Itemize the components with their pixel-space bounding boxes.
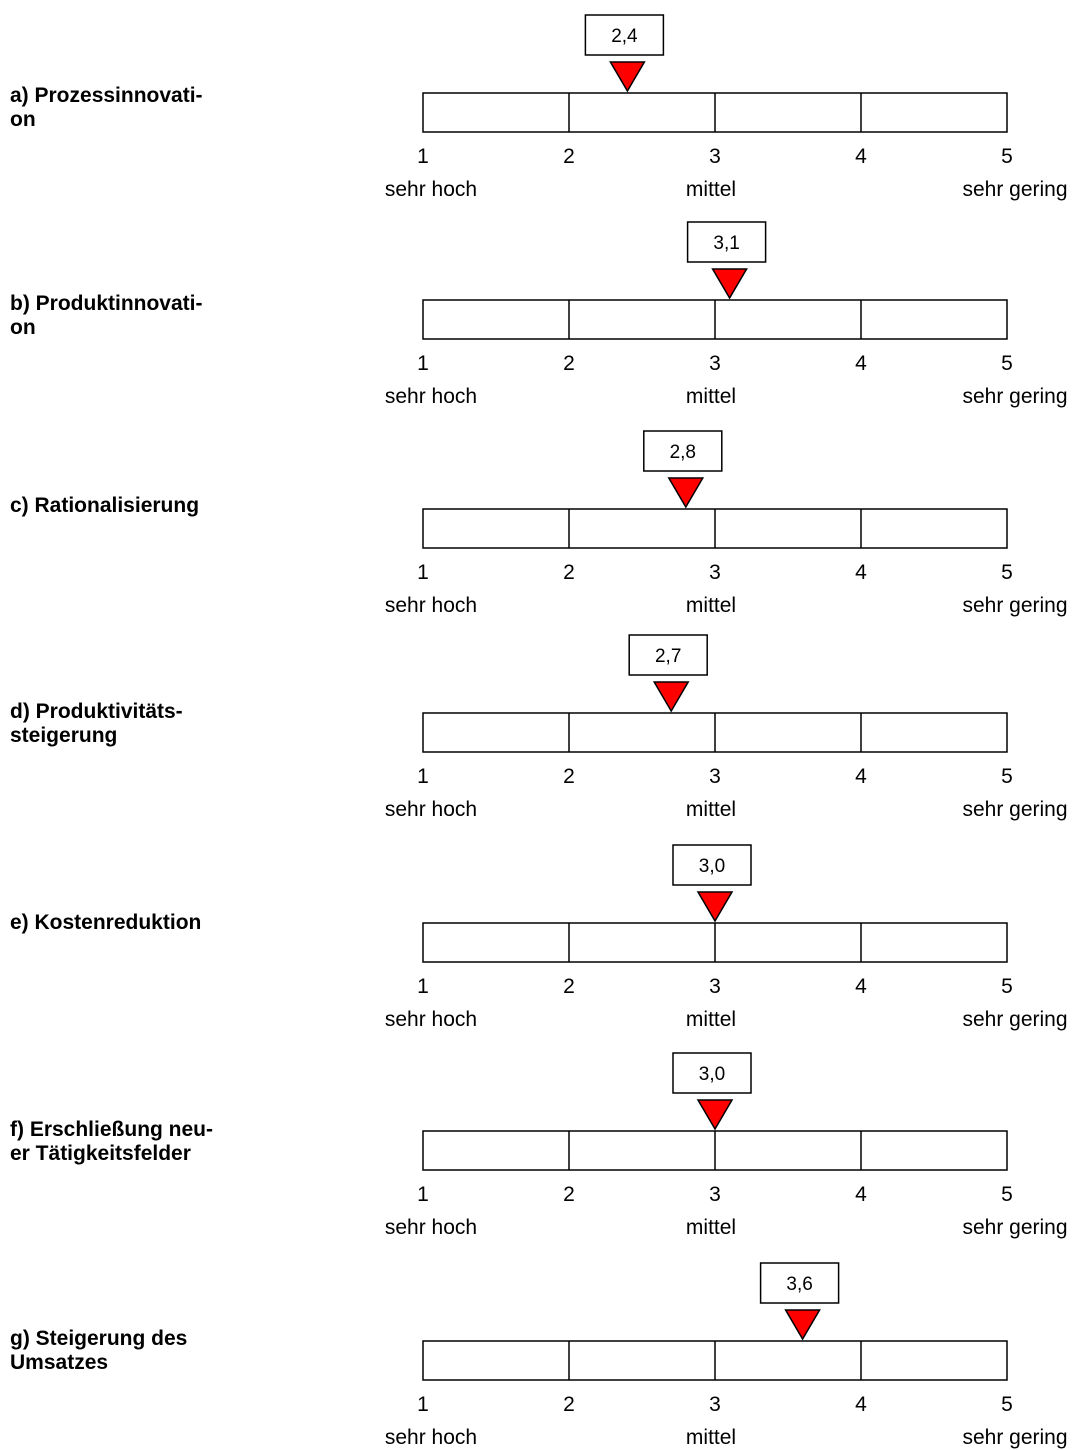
value-label-a: 2,4 xyxy=(611,26,638,47)
value-box-e xyxy=(672,844,752,886)
tick-label: 2 xyxy=(563,1183,575,1206)
tick-label: 1 xyxy=(417,975,429,998)
tick-label: 5 xyxy=(1001,1393,1013,1416)
value-label-c: 2,8 xyxy=(670,442,696,463)
anchor-label: sehr gering xyxy=(962,798,1067,821)
tick-label: 1 xyxy=(417,561,429,584)
anchor-label: sehr hoch xyxy=(385,594,477,617)
anchor-label: mittel xyxy=(686,1426,736,1449)
anchor-label: sehr hoch xyxy=(385,1008,477,1031)
tick-label: 2 xyxy=(563,561,575,584)
tick-label: 2 xyxy=(563,765,575,788)
value-marker-f xyxy=(696,1099,734,1131)
item-label-d: d) Produktivitäts- steigerung xyxy=(10,700,183,747)
anchor-label: mittel xyxy=(686,385,736,408)
anchor-label: mittel xyxy=(686,798,736,821)
tick-label: 4 xyxy=(855,1183,867,1206)
tick-label: 4 xyxy=(855,975,867,998)
tick-label: 4 xyxy=(855,352,867,375)
tick-label: 2 xyxy=(563,1393,575,1416)
value-marker-a xyxy=(609,61,646,93)
tick-label: 3 xyxy=(709,1183,721,1206)
item-label-f: f) Erschließung neu- er Tätigkeitsfelder xyxy=(10,1118,214,1165)
anchor-label: mittel xyxy=(686,1216,736,1239)
tick-label: 1 xyxy=(417,1393,429,1416)
anchor-label: sehr hoch xyxy=(385,178,477,201)
tick-label: 2 xyxy=(563,975,575,998)
value-marker-e xyxy=(696,891,734,923)
tick-label: 4 xyxy=(855,1393,867,1416)
tick-label: 1 xyxy=(417,1183,429,1206)
value-label-d: 2,7 xyxy=(655,646,681,667)
tick-label: 4 xyxy=(855,145,867,168)
tick-label: 5 xyxy=(1001,975,1013,998)
tick-label: 5 xyxy=(1001,1183,1013,1206)
item-label-c: c) Rationalisierung xyxy=(10,494,200,517)
value-box-d xyxy=(628,634,708,676)
tick-label: 5 xyxy=(1001,561,1013,584)
tick-label: 5 xyxy=(1001,352,1013,375)
item-label-g: g) Steigerung des Umsatzes xyxy=(10,1327,188,1374)
anchor-label: sehr gering xyxy=(962,178,1067,201)
tick-label: 3 xyxy=(709,352,721,375)
tick-label: 1 xyxy=(417,145,429,168)
tick-label: 5 xyxy=(1001,145,1013,168)
tick-label: 1 xyxy=(417,352,429,375)
anchor-label: sehr gering xyxy=(962,1426,1067,1449)
value-marker-g xyxy=(784,1309,821,1341)
value-box-c xyxy=(643,430,723,472)
anchor-label: mittel xyxy=(686,594,736,617)
anchor-label: sehr gering xyxy=(962,385,1067,408)
tick-label: 3 xyxy=(709,561,721,584)
anchor-label: sehr hoch xyxy=(385,1216,477,1239)
anchor-label: sehr hoch xyxy=(385,798,477,821)
tick-label: 4 xyxy=(855,765,867,788)
value-box-g xyxy=(759,1262,840,1304)
value-marker-b xyxy=(711,268,748,300)
anchor-label: sehr gering xyxy=(962,1216,1067,1239)
value-marker-d xyxy=(652,681,690,713)
anchor-label: sehr hoch xyxy=(385,385,477,408)
tick-label: 3 xyxy=(709,765,721,788)
anchor-label: mittel xyxy=(686,1008,736,1031)
value-box-b xyxy=(686,221,767,263)
value-box-f xyxy=(672,1052,752,1094)
tick-label: 1 xyxy=(417,765,429,788)
tick-label: 2 xyxy=(563,145,575,168)
anchor-label: sehr hoch xyxy=(385,1426,477,1449)
item-label-b: b) Produktinnovati- on xyxy=(10,292,203,339)
tick-label: 3 xyxy=(709,145,721,168)
anchor-label: sehr gering xyxy=(962,594,1067,617)
value-label-b: 3,1 xyxy=(713,233,739,254)
value-label-e: 3,0 xyxy=(699,856,725,877)
tick-label: 3 xyxy=(709,975,721,998)
tick-label: 3 xyxy=(709,1393,721,1416)
value-label-f: 3,0 xyxy=(699,1064,725,1085)
item-label-e: e) Kostenreduktion xyxy=(10,911,202,934)
tick-label: 4 xyxy=(855,561,867,584)
value-marker-c xyxy=(667,477,705,509)
tick-label: 2 xyxy=(563,352,575,375)
anchor-label: sehr gering xyxy=(962,1008,1067,1031)
anchor-label: mittel xyxy=(686,178,736,201)
value-box-a xyxy=(584,14,665,56)
item-label-a: a) Prozessinnovati- on xyxy=(10,84,203,131)
tick-label: 5 xyxy=(1001,765,1013,788)
value-label-g: 3,6 xyxy=(786,1274,812,1295)
